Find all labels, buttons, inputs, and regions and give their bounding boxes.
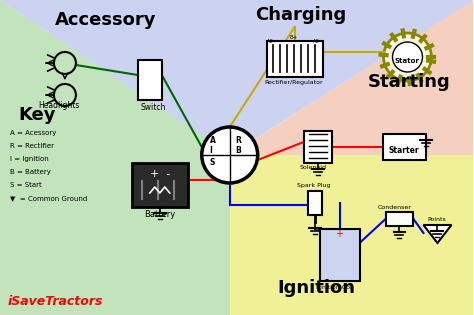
Text: +  -: + - [150, 169, 170, 179]
Text: S = Start: S = Start [10, 182, 42, 188]
Text: Rectifier/Regulator: Rectifier/Regulator [264, 80, 323, 85]
Text: A = Acessory: A = Acessory [10, 130, 56, 136]
Text: iSaveTractors: iSaveTractors [8, 295, 103, 308]
Text: AC: AC [313, 39, 319, 44]
Polygon shape [0, 0, 230, 315]
Text: Stator: Stator [394, 58, 419, 64]
Text: Switch: Switch [141, 103, 166, 112]
Text: R = Rectifier: R = Rectifier [10, 143, 54, 149]
Text: AC: AC [267, 39, 273, 44]
Text: Points: Points [428, 217, 446, 222]
Polygon shape [0, 0, 474, 155]
Text: Condenser: Condenser [377, 205, 411, 210]
Text: Spark Plug: Spark Plug [297, 183, 330, 188]
Text: I = Ignition: I = Ignition [10, 156, 49, 162]
Text: A: A [210, 136, 216, 145]
Text: B = Battery: B = Battery [10, 169, 51, 175]
FancyBboxPatch shape [319, 229, 360, 281]
Text: ▼  = Common Ground: ▼ = Common Ground [10, 195, 87, 201]
FancyBboxPatch shape [267, 41, 323, 77]
Text: Battery: Battery [144, 210, 175, 219]
Text: Key: Key [18, 106, 55, 124]
FancyBboxPatch shape [383, 134, 427, 160]
FancyBboxPatch shape [138, 60, 162, 100]
Circle shape [202, 127, 258, 183]
Circle shape [392, 42, 422, 72]
Text: Starting: Starting [367, 73, 450, 91]
Text: B: B [236, 146, 241, 155]
Text: Starter: Starter [389, 146, 419, 155]
Text: Accessory: Accessory [55, 11, 156, 29]
Text: B+: B+ [290, 35, 298, 40]
Polygon shape [230, 155, 474, 315]
Text: Solenoid: Solenoid [300, 165, 327, 170]
Text: I: I [210, 146, 213, 155]
Text: S: S [210, 158, 215, 167]
FancyBboxPatch shape [385, 212, 413, 226]
Text: Headlights: Headlights [38, 101, 79, 110]
Circle shape [383, 33, 431, 81]
Text: Ignition: Ignition [278, 279, 356, 297]
FancyBboxPatch shape [308, 191, 321, 215]
Polygon shape [423, 225, 451, 243]
Text: Ignition Coil: Ignition Coil [316, 285, 353, 290]
Polygon shape [230, 0, 474, 155]
Text: +: + [335, 229, 343, 239]
FancyBboxPatch shape [304, 131, 332, 163]
Text: Charging: Charging [255, 6, 346, 24]
FancyBboxPatch shape [132, 163, 188, 207]
Text: R: R [236, 136, 242, 145]
